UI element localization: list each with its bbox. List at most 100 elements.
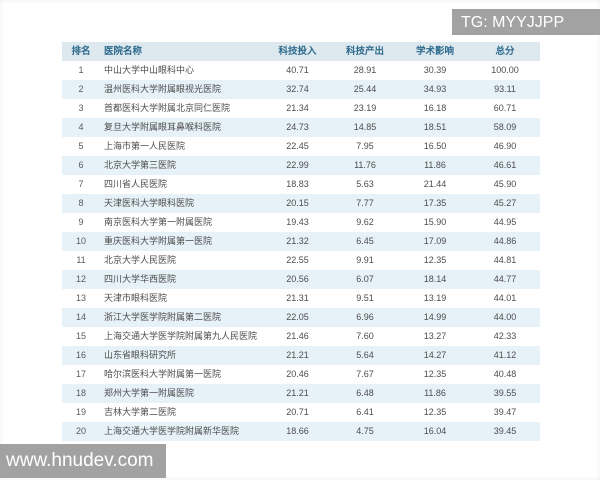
cell-name: 上海交通大学医学院附属第九人民医院 [100,327,265,346]
cell-input: 21.32 [265,232,330,251]
cell-influence: 14.27 [400,346,470,365]
cell-name: 南京医科大学第一附属医院 [100,213,265,232]
cell-total: 44.81 [470,251,540,270]
cell-name: 哈尔滨医科大学附属第一医院 [100,365,265,384]
table-row: 3 首都医科大学附属北京同仁医院 21.34 23.19 16.18 60.71 [62,99,540,118]
cell-total: 39.55 [470,384,540,403]
cell-influence: 12.35 [400,403,470,422]
cell-input: 21.34 [265,99,330,118]
table-row: 4 复旦大学附属眼耳鼻喉科医院 24.73 14.85 18.51 58.09 [62,118,540,137]
cell-name: 四川省人民医院 [100,175,265,194]
cell-total: 44.00 [470,308,540,327]
table-row: 17 哈尔滨医科大学附属第一医院 20.46 7.67 12.35 40.48 [62,365,540,384]
cell-output: 7.67 [330,365,400,384]
cell-total: 44.01 [470,289,540,308]
cell-output: 9.62 [330,213,400,232]
cell-input: 21.31 [265,289,330,308]
table-row: 6 北京大学第三医院 22.99 11.76 11.86 46.61 [62,156,540,175]
cell-output: 7.60 [330,327,400,346]
cell-output: 6.48 [330,384,400,403]
column-header-name: 医院名称 [100,42,265,61]
cell-input: 32.74 [265,80,330,99]
cell-rank: 3 [62,99,100,118]
cell-input: 19.43 [265,213,330,232]
cell-input: 22.99 [265,156,330,175]
table-row: 8 天津医科大学眼科医院 20.15 7.77 17.35 45.27 [62,194,540,213]
cell-influence: 21.44 [400,175,470,194]
table-row: 11 北京大学人民医院 22.55 9.91 12.35 44.81 [62,251,540,270]
cell-input: 18.66 [265,422,330,441]
cell-influence: 16.18 [400,99,470,118]
cell-influence: 16.04 [400,422,470,441]
cell-rank: 16 [62,346,100,365]
cell-total: 60.71 [470,99,540,118]
cell-rank: 7 [62,175,100,194]
cell-influence: 18.14 [400,270,470,289]
cell-influence: 30.39 [400,61,470,80]
cell-input: 22.05 [265,308,330,327]
cell-rank: 10 [62,232,100,251]
cell-input: 22.55 [265,251,330,270]
cell-influence: 12.35 [400,365,470,384]
cell-output: 6.41 [330,403,400,422]
cell-influence: 11.86 [400,384,470,403]
cell-rank: 12 [62,270,100,289]
cell-name: 首都医科大学附属北京同仁医院 [100,99,265,118]
cell-output: 14.85 [330,118,400,137]
cell-input: 18.83 [265,175,330,194]
cell-name: 郑州大学第一附属医院 [100,384,265,403]
cell-total: 39.47 [470,403,540,422]
cell-influence: 13.27 [400,327,470,346]
table-row: 10 重庆医科大学附属第一医院 21.32 6.45 17.09 44.86 [62,232,540,251]
cell-name: 重庆医科大学附属第一医院 [100,232,265,251]
table-row: 13 天津市眼科医院 21.31 9.51 13.19 44.01 [62,289,540,308]
cell-rank: 5 [62,137,100,156]
cell-total: 44.95 [470,213,540,232]
cell-name: 上海市第一人民医院 [100,137,265,156]
cell-output: 6.45 [330,232,400,251]
cell-total: 40.48 [470,365,540,384]
table-row: 5 上海市第一人民医院 22.45 7.95 16.50 46.90 [62,137,540,156]
cell-influence: 17.35 [400,194,470,213]
cell-total: 46.90 [470,137,540,156]
cell-name: 北京大学第三医院 [100,156,265,175]
table-row: 12 四川大学华西医院 20.56 6.07 18.14 44.77 [62,270,540,289]
table-header-row: 排名 医院名称 科技投入 科技产出 学术影响 总分 [62,42,540,61]
cell-total: 100.00 [470,61,540,80]
cell-name: 复旦大学附属眼耳鼻喉科医院 [100,118,265,137]
cell-influence: 18.51 [400,118,470,137]
cell-output: 28.91 [330,61,400,80]
cell-input: 22.45 [265,137,330,156]
cell-total: 42.33 [470,327,540,346]
hospital-ranking-table-wrap: 排名 医院名称 科技投入 科技产出 学术影响 总分 1 中山大学中山眼科中心 40.… [62,42,540,441]
cell-total: 45.90 [470,175,540,194]
table-row: 14 浙江大学医学院附属第二医院 22.05 6.96 14.99 44.00 [62,308,540,327]
cell-rank: 9 [62,213,100,232]
cell-rank: 19 [62,403,100,422]
table-header: 排名 医院名称 科技投入 科技产出 学术影响 总分 [62,42,540,61]
cell-output: 5.63 [330,175,400,194]
column-header-rank: 排名 [62,42,100,61]
cell-output: 9.91 [330,251,400,270]
cell-total: 93.11 [470,80,540,99]
table-row: 1 中山大学中山眼科中心 40.71 28.91 30.39 100.00 [62,61,540,80]
cell-name: 天津市眼科医院 [100,289,265,308]
cell-input: 20.71 [265,403,330,422]
table-row: 20 上海交通大学医学院附属新华医院 18.66 4.75 16.04 39.45 [62,422,540,441]
cell-name: 北京大学人民医院 [100,251,265,270]
cell-influence: 13.19 [400,289,470,308]
cell-name: 吉林大学第二医院 [100,403,265,422]
watermark-top-right: TG: MYYJJPP [452,9,600,35]
cell-rank: 14 [62,308,100,327]
table-row: 9 南京医科大学第一附属医院 19.43 9.62 15.90 44.95 [62,213,540,232]
cell-name: 上海交通大学医学院附属新华医院 [100,422,265,441]
cell-name: 山东省眼科研究所 [100,346,265,365]
cell-input: 24.73 [265,118,330,137]
column-header-influence: 学术影响 [400,42,470,61]
cell-total: 45.27 [470,194,540,213]
cell-input: 40.71 [265,61,330,80]
column-header-input: 科技投入 [265,42,330,61]
cell-output: 23.19 [330,99,400,118]
cell-output: 6.07 [330,270,400,289]
cell-total: 41.12 [470,346,540,365]
